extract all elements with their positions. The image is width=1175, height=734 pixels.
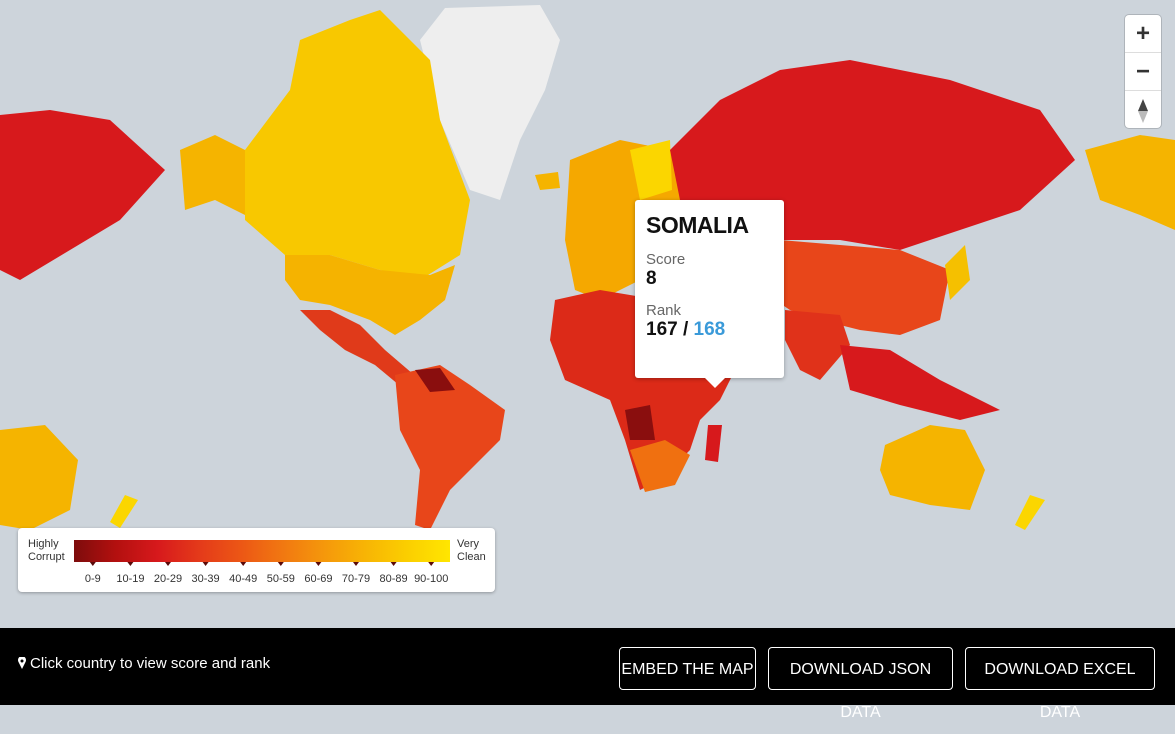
legend-tick xyxy=(202,562,209,566)
legend-band-label: 0-9 xyxy=(85,573,101,585)
rank-separator: / xyxy=(682,319,689,340)
legend-tick xyxy=(165,562,171,566)
zoom-out[interactable]: − xyxy=(1125,53,1161,91)
india[interactable] xyxy=(785,310,850,380)
southern-africa[interactable] xyxy=(630,440,690,492)
tooltip: SOMALIA Score 8 Rank 167 / 168 xyxy=(635,200,784,388)
legend-band-label: 70-79 xyxy=(342,573,370,585)
zoom-in[interactable]: + xyxy=(1125,15,1161,53)
legend-tick xyxy=(240,562,247,566)
canada[interactable] xyxy=(245,10,470,280)
footer-button[interactable]: DOWNLOAD JSON DATA xyxy=(768,647,953,721)
zoom-control: + − xyxy=(1125,15,1161,128)
rank-label: Rank xyxy=(646,302,682,319)
legend-band-label: 40-49 xyxy=(229,573,257,585)
legend-tick xyxy=(89,562,96,566)
legend-tick xyxy=(127,562,134,566)
country-name: SOMALIA xyxy=(646,212,749,238)
greenland[interactable] xyxy=(420,5,560,200)
venezuela[interactable] xyxy=(415,368,455,392)
rank-total: 168 xyxy=(693,319,726,340)
new-zealand-west[interactable] xyxy=(110,495,138,528)
page: + − SOMALIA Score 8 Rank 167 / 168 Highl… xyxy=(0,5,1175,721)
japan[interactable] xyxy=(945,245,970,300)
footer: Click country to view score and rank EMB… xyxy=(0,628,1175,721)
rank-value: 167 / 168 xyxy=(646,319,773,341)
score-label: Score xyxy=(646,251,686,268)
legend-low-label: Highly Corrupt xyxy=(28,538,65,563)
madagascar[interactable] xyxy=(705,425,722,462)
legend-tick xyxy=(353,562,359,566)
footer-button[interactable]: EMBED THE MAP xyxy=(619,647,756,690)
legend-band-label: 10-19 xyxy=(116,573,144,585)
compass[interactable] xyxy=(1125,91,1161,128)
hint: Click country to view score and rank xyxy=(18,655,270,672)
score-value: 8 xyxy=(646,268,657,289)
new-zealand[interactable] xyxy=(1015,495,1045,530)
australia[interactable] xyxy=(880,425,985,510)
legend-scale: 0-9 10-19 20-29 30-39 40-49 50-59 60-69 70-79 80… xyxy=(74,540,450,585)
legend-band-label: 50-59 xyxy=(267,573,295,585)
legend-tick xyxy=(428,562,435,566)
southeast-asia[interactable] xyxy=(840,345,1000,420)
central-america[interactable] xyxy=(300,310,420,390)
footer-button[interactable]: DOWNLOAD EXCEL DATA xyxy=(965,647,1155,721)
south-america[interactable] xyxy=(395,365,505,530)
iceland[interactable] xyxy=(535,172,560,190)
rank: 167 xyxy=(646,319,678,340)
legend-band-label: 20-29 xyxy=(154,573,182,585)
legend-band-label: 80-89 xyxy=(380,573,408,585)
alaska[interactable] xyxy=(180,135,245,215)
legend-high-label: Very Clean xyxy=(457,538,486,563)
compass-icon xyxy=(1138,98,1148,123)
legend: Highly Corrupt Very Clean 0-9 10-19 20-29 3… xyxy=(18,528,495,592)
australia-west[interactable] xyxy=(0,425,78,530)
congo[interactable] xyxy=(625,405,655,440)
legend-band-label: 60-69 xyxy=(304,573,332,585)
russia-east[interactable] xyxy=(0,110,165,280)
legend-gradient xyxy=(74,540,450,562)
legend-tick xyxy=(277,562,284,566)
usa[interactable] xyxy=(285,255,455,335)
hint-text: Click country to view score and rank xyxy=(30,655,271,672)
nordics[interactable] xyxy=(630,140,672,200)
legend-band-label: 30-39 xyxy=(192,573,220,585)
legend-tick xyxy=(315,562,322,566)
alaska-east[interactable] xyxy=(1085,135,1175,230)
legend-band-label: 90-100 xyxy=(414,573,448,585)
pin-icon xyxy=(18,656,26,669)
legend-tick xyxy=(390,562,397,566)
